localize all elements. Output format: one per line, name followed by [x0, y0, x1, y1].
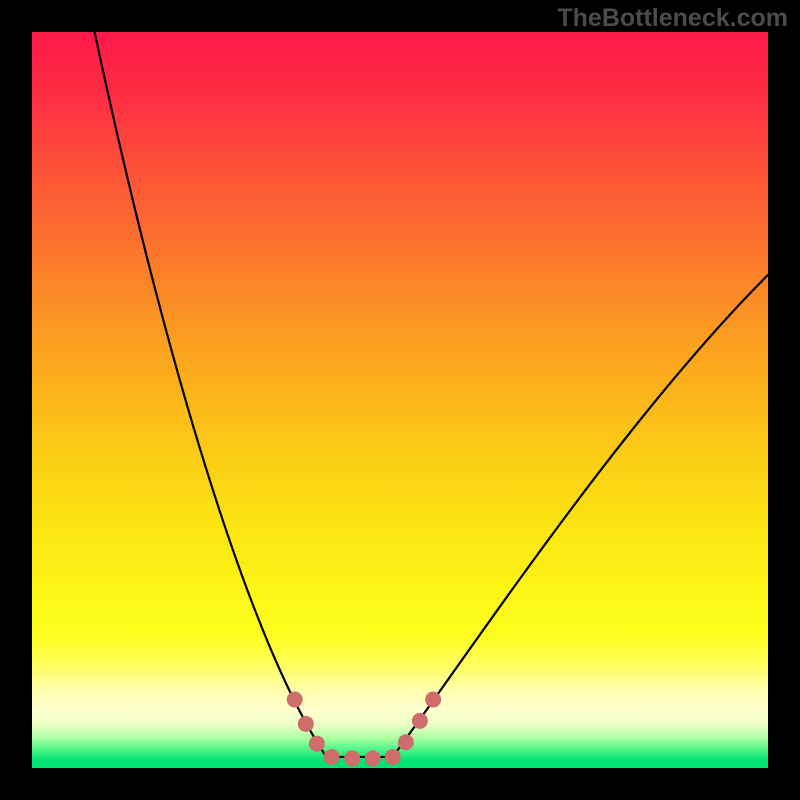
marker-dot: [344, 750, 360, 766]
marker-dot: [287, 692, 303, 708]
marker-dot: [298, 716, 314, 732]
bottleneck-chart: [0, 0, 800, 800]
marker-dot: [385, 749, 401, 765]
marker-dot: [324, 749, 340, 765]
marker-dot: [412, 713, 428, 729]
marker-dot: [309, 736, 325, 752]
marker-dot: [398, 734, 414, 750]
marker-dot: [365, 750, 381, 766]
chart-root: TheBottleneck.com: [0, 0, 800, 800]
marker-dot: [425, 692, 441, 708]
watermark-text: TheBottleneck.com: [557, 4, 788, 33]
